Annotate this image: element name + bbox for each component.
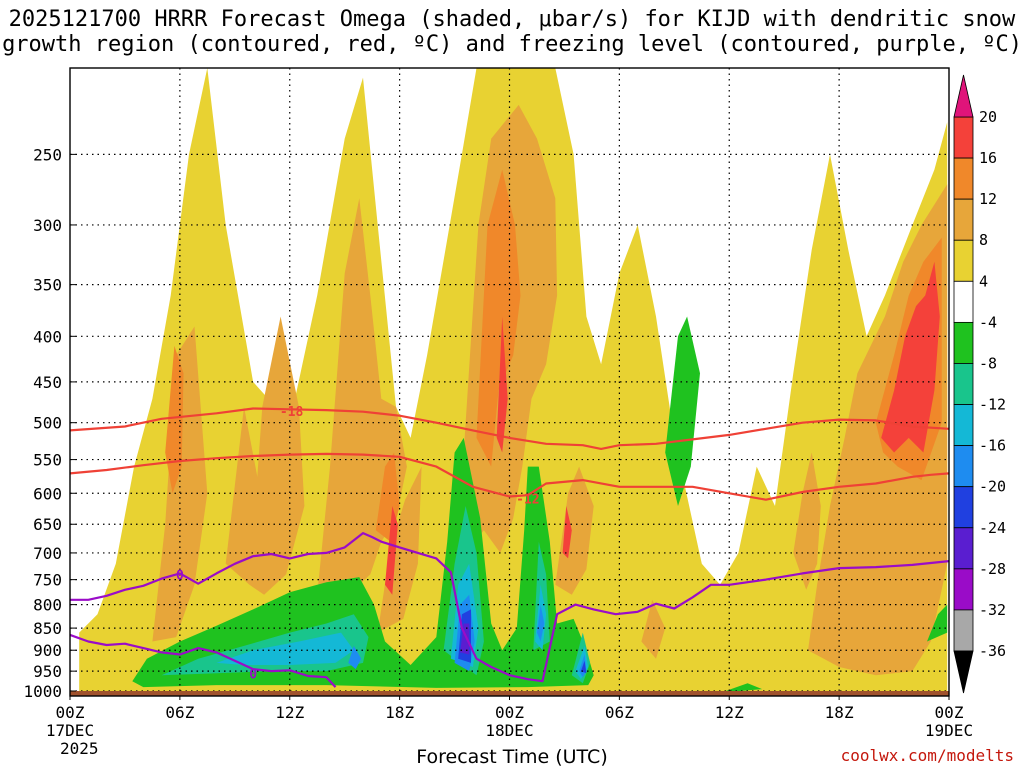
colorbar-label-3: 8: [979, 231, 988, 249]
omega-region--12-0: [216, 632, 354, 665]
y-tick-label-850: 850: [33, 619, 62, 638]
colorbar-label-11: -28: [979, 560, 1006, 578]
omega-region-16-2: [562, 506, 572, 559]
y-tick-label-400: 400: [33, 327, 62, 346]
x-tick-label-5: 06Z: [605, 703, 634, 722]
x-tick-label-2: 12Z: [275, 703, 304, 722]
colorbar-band-8: [953, 445, 974, 488]
x-tick-date-4: 18DEC: [485, 721, 533, 740]
y-tick-label-650: 650: [33, 515, 62, 534]
y-tick-label-800: 800: [33, 596, 62, 615]
x-tick-label-0: 00Z: [56, 703, 85, 722]
colorbar-band-2: [953, 198, 974, 241]
omega-region-16-1: [496, 316, 508, 453]
contour-label-2: 0: [176, 568, 184, 583]
y-tick-label-350: 350: [33, 276, 62, 295]
omega-region--4-2: [725, 683, 763, 691]
y-tick-label-550: 550: [33, 451, 62, 470]
x-tick-label-6: 12Z: [715, 703, 744, 722]
y-tick-label-950: 950: [33, 662, 62, 681]
contour-red-0: [70, 407, 949, 450]
omega-region-8-1: [225, 406, 261, 585]
omega-region--4-3: [927, 604, 948, 642]
x-tick-label-3: 18Z: [385, 703, 414, 722]
y-tick-label-1000: 1000: [23, 682, 62, 701]
colorbar-band-7: [953, 404, 974, 447]
colorbar-band-6: [953, 363, 974, 405]
colorbar-label-0: 20: [979, 108, 997, 126]
y-axis: 250 300 350 400 450 500 550 600 650 700 750 800 850 9…: [23, 145, 76, 701]
colorbar-label-7: -12: [979, 396, 1006, 414]
colorbar-label-6: -8: [979, 354, 997, 372]
y-tick-label-750: 750: [33, 571, 62, 590]
omega-region-16-3: [881, 261, 940, 453]
colorbar-label-12: -32: [979, 601, 1006, 619]
chart-title-line2: growth region (contoured, red, ºC) and f…: [2, 32, 1022, 57]
colorbar-label-5: -4: [979, 313, 997, 331]
contour-label-1: -12: [516, 492, 539, 507]
colorbar-bottom-arrow: [953, 650, 974, 694]
omega-region-12-2: [476, 169, 521, 467]
colorbar-label-13: -36: [979, 642, 1006, 660]
colorbar-band-0: [953, 116, 974, 159]
colorbar-band-11: [953, 568, 974, 611]
omega-region--24-0: [460, 623, 470, 655]
colorbar-label-10: -24: [979, 519, 1006, 537]
y-tick-label-300: 300: [33, 216, 62, 235]
omega-region--4-1: [665, 316, 700, 506]
contour-purple-3: [70, 633, 337, 688]
x-axis-label: Forecast Time (UTC): [416, 746, 608, 768]
x-tick-label-4: 00Z: [495, 703, 524, 722]
y-tick-label-700: 700: [33, 544, 62, 563]
credit-text[interactable]: coolwx.com/modelts: [840, 746, 1014, 765]
omega-region--16-2: [537, 604, 545, 642]
colorbar: 20 16 12 8 4 -4 -8 -12 -16 -20 -24 -28 -32 -36: [953, 74, 1006, 694]
colorbar-band-3: [953, 239, 974, 282]
y-tick-label-900: 900: [33, 641, 62, 660]
colorbar-band-4: [953, 280, 974, 323]
colorbar-band-5: [953, 321, 974, 364]
omega-region-8-0: [152, 326, 208, 642]
omega-region-16-0: [385, 506, 398, 595]
contour-label-3: 0: [249, 668, 257, 683]
x-tick-label-8: 00Z: [935, 703, 964, 722]
x-tick-year-0: 2025: [60, 739, 99, 758]
colorbar-band-12: [953, 609, 974, 652]
chart-title-line1: 2025121700 HRRR Forecast Omega (shaded, …: [8, 7, 1016, 32]
contour-red-1: [70, 452, 949, 501]
colorbar-label-4: 4: [979, 272, 988, 290]
colorbar-label-9: -20: [979, 478, 1006, 496]
x-tick-date-8: 19DEC: [925, 721, 973, 740]
omega-region-12-0: [165, 345, 184, 494]
colorbar-top-arrow: [953, 74, 974, 118]
colorbar-label-1: 16: [979, 149, 997, 167]
x-tick-label-1: 06Z: [165, 703, 194, 722]
y-tick-label-600: 600: [33, 484, 62, 503]
y-tick-label-250: 250: [33, 145, 62, 164]
ground-bar: [70, 691, 949, 696]
contour-label-0: -18: [280, 405, 304, 420]
x-tick-label-7: 18Z: [825, 703, 854, 722]
omega-region--16-0: [348, 645, 362, 670]
omega-region-8-8: [793, 452, 821, 590]
colorbar-band-9: [953, 486, 974, 529]
omega-region--20-1: [580, 660, 587, 674]
contour-purple-2: [70, 532, 949, 683]
y-tick-label-450: 450: [33, 373, 62, 392]
omega-region-8-6: [555, 466, 594, 595]
colorbar-label-2: 12: [979, 190, 997, 208]
colorbar-band-1: [953, 157, 974, 200]
x-tick-date-0: 17DEC: [46, 721, 94, 740]
y-tick-label-500: 500: [33, 414, 62, 433]
omega-region-8-7: [641, 599, 666, 659]
colorbar-band-10: [953, 527, 974, 570]
colorbar-label-8: -16: [979, 437, 1006, 455]
contours: -18 -12 0 0: [70, 405, 949, 694]
omega-region-8-4: [377, 466, 422, 633]
